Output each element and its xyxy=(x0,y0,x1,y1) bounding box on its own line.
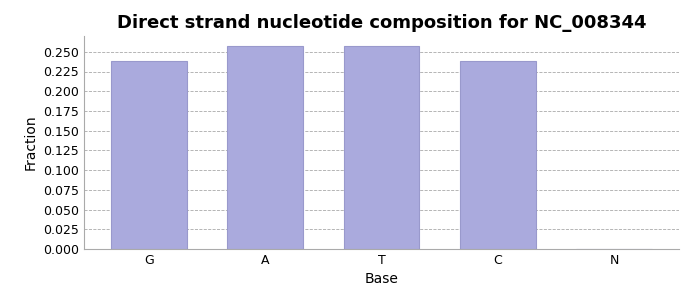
Bar xyxy=(228,46,303,249)
Y-axis label: Fraction: Fraction xyxy=(24,115,38,170)
Bar xyxy=(344,46,419,249)
X-axis label: Base: Base xyxy=(365,272,398,286)
Title: Direct strand nucleotide composition for NC_008344: Direct strand nucleotide composition for… xyxy=(117,14,646,32)
Bar xyxy=(111,61,187,249)
Bar xyxy=(460,61,536,249)
